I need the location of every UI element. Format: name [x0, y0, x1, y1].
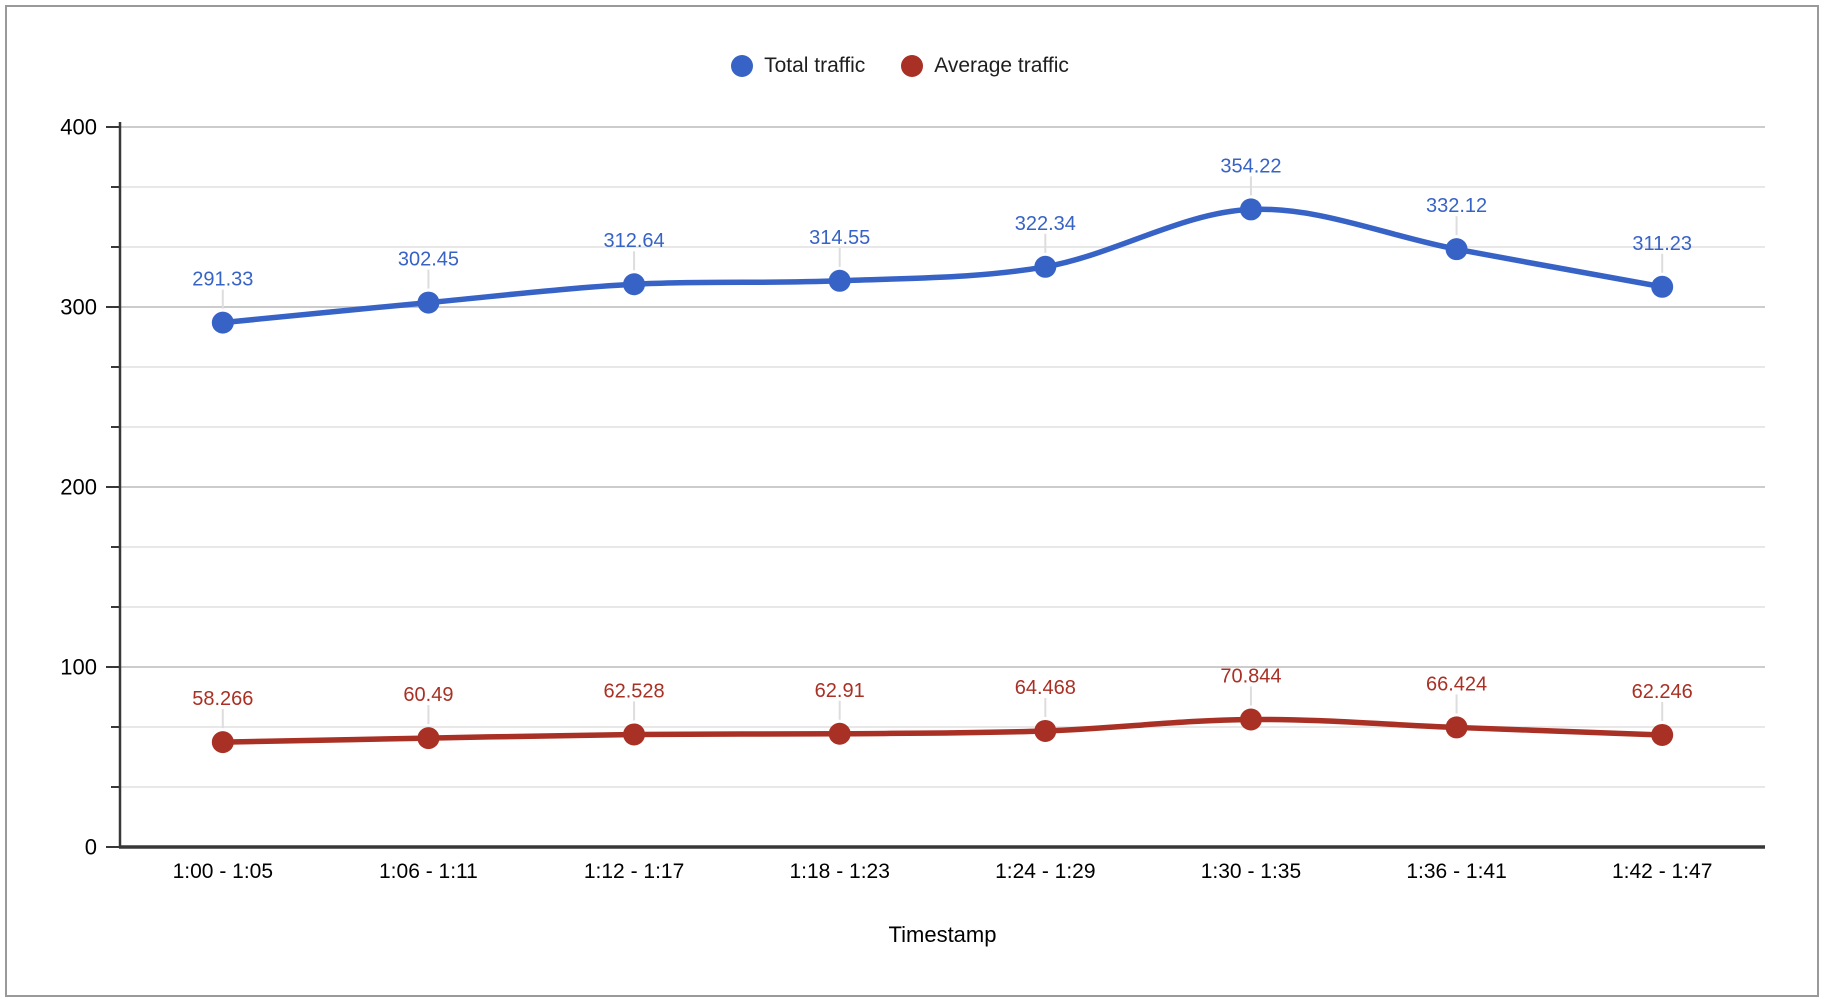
series-line-average-traffic	[220, 716, 1665, 745]
y-axis-tick-label: 200	[60, 475, 97, 500]
data-point-label: 302.45	[398, 249, 459, 271]
x-axis-title: Timestamp	[888, 922, 997, 947]
x-axis-category-label: 1:06 - 1:11	[379, 860, 478, 883]
data-point-label: 58.266	[192, 688, 253, 710]
data-point-label: 322.34	[1015, 213, 1076, 235]
data-point[interactable]	[828, 269, 851, 292]
y-axis-tick-label: 400	[60, 115, 97, 140]
y-axis-tick-label: 300	[60, 295, 97, 320]
data-point[interactable]	[623, 273, 646, 296]
data-point[interactable]	[1651, 275, 1674, 298]
data-point-label: 354.22	[1220, 155, 1281, 177]
legend-swatch-total-traffic-icon	[731, 55, 754, 77]
data-point[interactable]	[1034, 255, 1057, 278]
data-point-label: 62.246	[1632, 681, 1693, 703]
data-point[interactable]	[211, 731, 234, 754]
legend-label-average-traffic: Average traffic	[934, 54, 1069, 77]
data-point[interactable]	[417, 291, 440, 314]
data-point-label: 60.49	[403, 684, 453, 706]
data-point[interactable]	[1651, 723, 1674, 746]
x-axis-category-label: 1:00 - 1:05	[173, 860, 273, 883]
data-point[interactable]	[1445, 716, 1468, 739]
data-point-label: 311.23	[1632, 233, 1692, 255]
data-point[interactable]	[211, 311, 234, 334]
data-point[interactable]	[417, 727, 440, 750]
legend-label-total-traffic: Total traffic	[764, 54, 866, 77]
legend-item-total-traffic[interactable]: Total traffic	[731, 53, 865, 79]
x-axis-category-label: 1:18 - 1:23	[789, 860, 889, 883]
x-axis-category-label: 1:36 - 1:41	[1406, 860, 1506, 883]
legend: Total traffic Average traffic	[0, 53, 1812, 79]
data-point-label: 66.424	[1426, 673, 1487, 695]
data-point-label: 62.91	[815, 680, 865, 702]
y-axis-tick-label: 0	[85, 835, 97, 860]
data-point-label: 312.64	[603, 230, 664, 252]
data-point[interactable]	[1239, 708, 1262, 731]
x-axis-category-label: 1:42 - 1:47	[1612, 860, 1712, 883]
data-point[interactable]	[828, 722, 851, 745]
data-point[interactable]	[1034, 719, 1057, 742]
data-point-label: 291.33	[192, 269, 253, 291]
legend-swatch-average-traffic-icon	[901, 55, 924, 77]
x-axis-category-label: 1:30 - 1:35	[1201, 860, 1301, 883]
y-axis-tick-label: 100	[60, 655, 97, 680]
data-point[interactable]	[1445, 238, 1468, 261]
data-point-label: 332.12	[1426, 195, 1487, 217]
data-point-label: 314.55	[809, 227, 870, 249]
data-point-label: 62.528	[603, 680, 664, 702]
data-point[interactable]	[1239, 198, 1262, 221]
x-axis-category-label: 1:12 - 1:17	[584, 860, 684, 883]
legend-item-average-traffic[interactable]: Average traffic	[901, 53, 1069, 79]
data-point-label: 70.844	[1220, 665, 1281, 687]
data-point[interactable]	[623, 723, 646, 746]
data-point-label: 64.468	[1015, 677, 1076, 699]
x-axis-category-label: 1:24 - 1:29	[995, 860, 1095, 883]
series-line-total-traffic	[220, 206, 1665, 326]
